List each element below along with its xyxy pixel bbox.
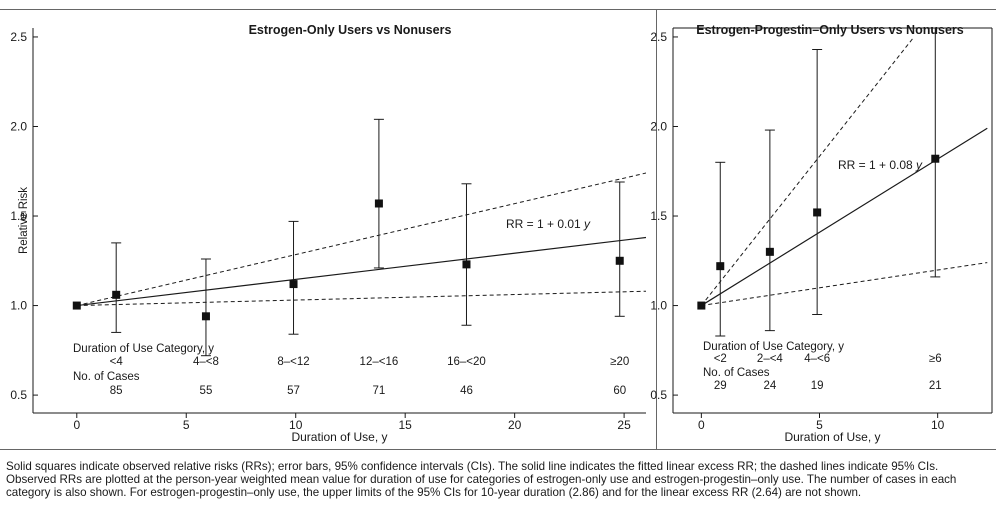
x-tick-label: 15 [398, 418, 412, 432]
data-point-square [716, 262, 725, 271]
chart-title: Estrogen-Only Users vs Nonusers [249, 23, 452, 37]
data-point-square [615, 256, 624, 265]
plot-lines [76, 172, 646, 307]
cases-title: No. of Cases [73, 371, 140, 383]
y-tick-label: 1.5 [650, 209, 667, 223]
case-count: 85 [110, 385, 123, 397]
x-tick-label: 20 [508, 418, 522, 432]
x-tick-label: 10 [931, 418, 945, 432]
y-tick-label: 0.5 [10, 388, 27, 402]
data-point-square [201, 312, 210, 321]
y-tick-label: 2.0 [10, 119, 27, 133]
category-label: 8–<12 [277, 356, 309, 368]
data-point-square [374, 199, 383, 208]
category-label: <4 [110, 356, 124, 368]
y-tick-label: 2.5 [10, 30, 27, 44]
case-count: 46 [460, 385, 473, 397]
x-tick-label: 0 [73, 418, 80, 432]
data-point-square [697, 301, 706, 310]
data-point-square [931, 154, 940, 163]
data-point-square [813, 208, 822, 217]
fit-line-label: RR = 1 + 0.01 y [506, 217, 591, 231]
y-tick-label: 1.0 [10, 299, 27, 313]
category-label: <2 [714, 353, 727, 365]
data-point-square [765, 247, 774, 256]
category-label: ≥20 [610, 356, 629, 368]
category-label: ≥6 [929, 353, 942, 365]
category-title: Duration of Use Category, y [73, 343, 214, 355]
x-tick-label: 5 [816, 418, 823, 432]
data-points [697, 28, 941, 337]
x-tick-label: 5 [183, 418, 190, 432]
data-point-square [112, 290, 121, 299]
fit-line-label: RR = 1 + 0.08 y [838, 158, 923, 172]
case-count: 24 [763, 380, 776, 392]
figure-caption: Solid squares indicate observed relative… [6, 460, 957, 500]
case-count: 60 [613, 385, 626, 397]
y-tick-label: 1.0 [650, 299, 667, 313]
category-label: 4–<6 [804, 353, 830, 365]
case-count: 29 [714, 380, 727, 392]
panel-estrogen-progestin: Estrogen-Progestin–Only Users vs Nonuser… [650, 23, 993, 444]
y-axis-label: Relative Risk [18, 187, 30, 254]
data-point-square [289, 280, 298, 289]
case-count: 57 [287, 385, 300, 397]
data-point-square [72, 301, 81, 310]
category-label: 2–<4 [757, 353, 784, 365]
x-tick-label: 0 [698, 418, 705, 432]
case-count: 55 [200, 385, 213, 397]
panel-estrogen-only: Estrogen-Only Users vs Nonusers 0.5 1.0 1.5… [10, 23, 646, 444]
ci-dashed-line [700, 36, 915, 306]
y-tick-label: 1.5 [10, 209, 27, 223]
x-axis-label: Duration of Use, y [291, 430, 387, 444]
y-tick-label: 0.5 [650, 388, 667, 402]
case-count: 21 [929, 380, 942, 392]
category-title: Duration of Use Category, y [703, 341, 844, 353]
category-label: 12–<16 [360, 356, 399, 368]
ci-dashed-line [76, 172, 646, 307]
x-tick-label: 10 [289, 418, 303, 432]
ci-dashed-line [701, 262, 988, 307]
data-points [72, 118, 625, 357]
category-label: 16–<20 [447, 356, 486, 368]
case-count: 19 [811, 380, 824, 392]
ci-dashed-line [76, 290, 646, 307]
fit-line [701, 127, 988, 307]
x-axis-label: Duration of Use, y [784, 430, 880, 444]
plot-lines [700, 36, 988, 307]
data-point-square [462, 260, 471, 269]
chart-title: Estrogen-Progestin–Only Users vs Nonuser… [696, 23, 963, 37]
y-tick-label: 2.0 [650, 119, 667, 133]
x-tick-label: 25 [617, 418, 631, 432]
case-count: 71 [373, 385, 386, 397]
category-label: 4–<8 [193, 356, 219, 368]
cases-title: No. of Cases [703, 367, 770, 379]
fit-line [76, 236, 646, 307]
y-tick-label: 2.5 [650, 30, 667, 44]
